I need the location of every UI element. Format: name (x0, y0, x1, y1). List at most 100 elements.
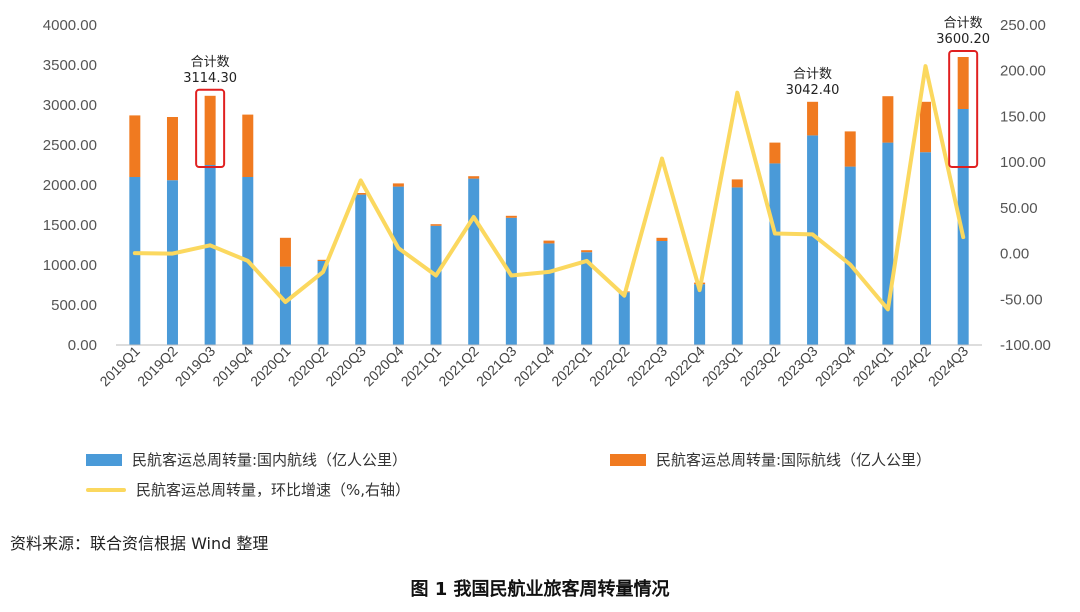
x-tick-label: 2021Q1 (398, 343, 445, 390)
legend-label-growth: 民航客运总周转量，环比增速（%,右轴） (136, 481, 411, 499)
y-tick-left: 1000.00 (43, 257, 97, 274)
bar-domestic (392, 186, 404, 345)
line-point-growth (961, 235, 965, 239)
x-tick-label: 2020Q4 (360, 343, 407, 390)
line-point-growth (547, 270, 551, 274)
bar-domestic (694, 284, 706, 345)
bar-international (581, 250, 593, 253)
x-tick-label: 2023Q2 (736, 343, 783, 390)
x-tick-label: 2024Q3 (925, 343, 972, 390)
x-tick-label: 2020Q1 (247, 343, 294, 390)
y-tick-left: 3500.00 (43, 57, 97, 74)
legend-item-growth: 民航客运总周转量，环比增速（%,右轴） (86, 479, 410, 500)
bar-domestic (882, 142, 894, 345)
bar-domestic (468, 178, 480, 345)
line-point-growth (585, 259, 589, 263)
bar-international (769, 142, 781, 164)
bar-international (920, 101, 932, 153)
bar-domestic (731, 187, 743, 345)
bar-international (242, 114, 254, 177)
bar-international (468, 176, 480, 179)
line-point-growth (208, 243, 212, 247)
bar-international (731, 179, 743, 188)
annotation-label: 合计数 (793, 67, 832, 82)
line-point-growth (773, 231, 777, 235)
bar-international (882, 96, 894, 143)
y-tick-right: 200.00 (1000, 63, 1046, 80)
bar-domestic (807, 135, 819, 345)
bar-international (505, 215, 517, 218)
bar-domestic (844, 166, 856, 345)
line-point-growth (133, 251, 137, 255)
line-point-growth (848, 263, 852, 267)
y-tick-right: 250.00 (1000, 17, 1046, 34)
combo-chart: 0.00 500.00 1000.00 1500.00 2000.00 2500.00 30… (43, 16, 1051, 390)
bar-domestic (618, 292, 630, 345)
x-tick-label: 2023Q4 (812, 343, 859, 390)
y-tick-right: -100.00 (1000, 337, 1051, 354)
x-tick-label: 2019Q3 (172, 343, 219, 390)
line-point-growth (811, 232, 815, 236)
legend-label-international: 民航客运总周转量:国际航线（亿人公里） (656, 451, 932, 469)
legend-item-domestic: 民航客运总周转量:国内航线（亿人公里） (86, 449, 407, 470)
annotation-value: 3600.20 (936, 32, 990, 47)
bar-international (279, 237, 291, 267)
y-tick-left: 2000.00 (43, 177, 97, 194)
bar-international (807, 101, 819, 136)
line-point-growth (396, 246, 400, 250)
bar-domestic (769, 163, 781, 345)
bar-domestic (543, 243, 555, 345)
bar-domestic (166, 180, 178, 345)
x-tick-label: 2021Q3 (473, 343, 520, 390)
x-tick-label: 2020Q2 (285, 343, 332, 390)
y-tick-right: 100.00 (1000, 154, 1046, 171)
bar-domestic (430, 225, 442, 345)
y-tick-right: 50.00 (1000, 200, 1038, 217)
bar-international (129, 115, 141, 177)
line-point-growth (283, 300, 287, 304)
y-tick-left: 500.00 (51, 297, 97, 314)
x-tick-label: 2019Q2 (134, 343, 181, 390)
line-point-growth (359, 178, 363, 182)
y-tick-right: 0.00 (1000, 246, 1029, 263)
highlight-box (948, 50, 979, 168)
bar-domestic (920, 152, 932, 345)
line-point-growth (698, 288, 702, 292)
x-tick-label: 2020Q3 (322, 343, 369, 390)
bar-international (543, 240, 555, 244)
x-tick-label: 2019Q4 (209, 343, 256, 390)
bar-domestic (129, 177, 141, 345)
annotation-label: 合计数 (191, 55, 230, 70)
line-point-growth (735, 91, 739, 95)
y-tick-right: -50.00 (1000, 291, 1043, 308)
legend-label-domestic: 民航客运总周转量:国内航线（亿人公里） (132, 451, 408, 469)
y-tick-right: 150.00 (1000, 108, 1046, 125)
annotation-value: 3114.30 (183, 71, 237, 86)
bar-international (430, 224, 442, 226)
bar-international (166, 117, 178, 181)
bar-domestic (204, 165, 216, 345)
x-tick-label: 2022Q1 (548, 343, 595, 390)
annotation-value: 3042.40 (786, 83, 840, 98)
y-tick-left: 2500.00 (43, 137, 97, 154)
x-tick-label: 2024Q1 (849, 343, 896, 390)
bar-international (355, 193, 367, 195)
y-tick-left: 1500.00 (43, 217, 97, 234)
line-point-growth (509, 274, 513, 278)
x-tick-label: 2023Q3 (774, 343, 821, 390)
figure-caption: 图 1 我国民航业旅客周转量情况 (410, 579, 670, 600)
bar-international (392, 183, 404, 187)
x-tick-label: 2022Q2 (586, 343, 633, 390)
x-tick-label: 2022Q3 (624, 343, 671, 390)
bar-domestic (656, 241, 668, 345)
line-point-growth (622, 294, 626, 298)
bar-domestic (317, 261, 329, 345)
y-tick-left: 0.00 (68, 337, 97, 354)
x-tick-label: 2024Q2 (887, 343, 934, 390)
line-point-growth (660, 156, 664, 160)
legend-swatch-growth (86, 487, 126, 492)
annotation-label: 合计数 (944, 16, 983, 31)
x-tick-label: 2022Q4 (661, 343, 708, 390)
bar-domestic (355, 194, 367, 345)
line-point-growth (886, 307, 890, 311)
